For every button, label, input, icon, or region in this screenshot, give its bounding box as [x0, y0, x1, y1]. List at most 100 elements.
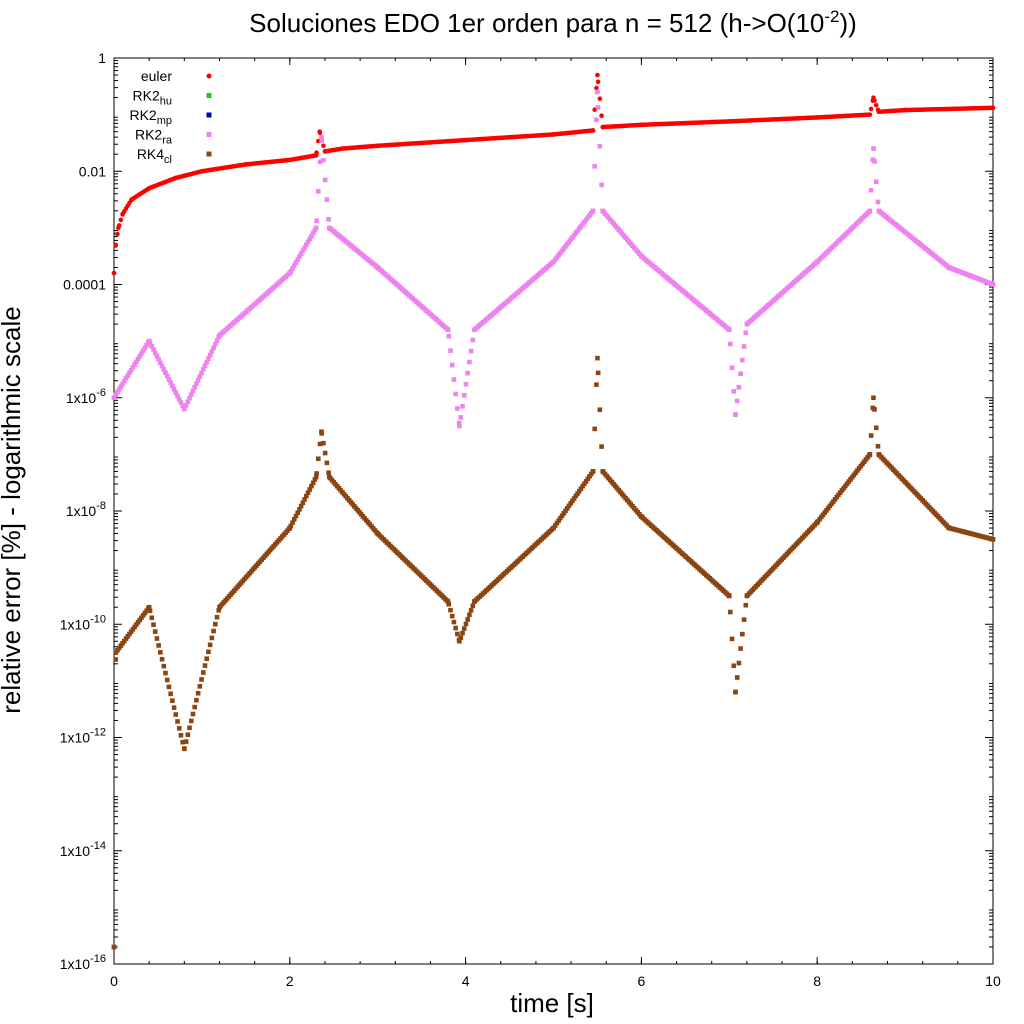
data-point	[871, 395, 876, 401]
data-point	[197, 374, 203, 379]
data-point	[212, 621, 218, 627]
data-point	[290, 520, 295, 525]
data-point	[314, 471, 319, 476]
data-point	[123, 376, 129, 381]
data-point	[445, 599, 451, 604]
data-point	[144, 342, 149, 348]
data-point	[130, 365, 136, 370]
data-point	[182, 406, 187, 412]
data-point	[178, 400, 184, 405]
legend-label-sub: ra	[162, 135, 173, 147]
data-point	[116, 645, 122, 651]
data-point	[195, 690, 201, 696]
data-point	[288, 269, 294, 274]
y-tick-label-text: 0.0001	[63, 277, 106, 293]
legend-marker	[206, 93, 212, 98]
y-tick-label: 1x10-10	[60, 613, 106, 632]
data-point	[139, 351, 144, 356]
y-tick-label-text: 1x10	[60, 730, 91, 746]
legend-marker	[206, 112, 212, 118]
data-point	[154, 636, 160, 641]
data-point	[295, 257, 300, 262]
data-point	[310, 230, 316, 236]
data-point	[132, 362, 137, 367]
y-tick-label-text: 1	[98, 50, 106, 66]
y-tick-label: 1x10-8	[66, 500, 106, 519]
data-point	[194, 381, 199, 387]
data-point	[183, 739, 189, 744]
data-point	[188, 718, 194, 724]
y-tick-label: 0.0001	[63, 277, 106, 293]
data-point	[209, 635, 215, 641]
data-point	[170, 383, 175, 389]
data-point	[168, 380, 173, 385]
data-point	[575, 491, 580, 496]
data-point	[595, 79, 601, 85]
data-point	[552, 523, 558, 528]
data-point	[990, 105, 996, 111]
data-point	[875, 199, 881, 205]
data-point	[127, 370, 132, 376]
data-point	[314, 150, 319, 155]
y-tick-label-exponent: -10	[90, 613, 106, 625]
data-point	[135, 356, 141, 362]
y-tick-label-text: 1x10	[66, 390, 97, 406]
data-point	[134, 622, 139, 627]
data-point	[151, 622, 156, 627]
data-point	[554, 520, 560, 526]
data-point	[163, 370, 168, 376]
data-point	[324, 460, 330, 466]
data-point	[578, 486, 584, 491]
data-point	[461, 626, 467, 631]
data-point	[449, 362, 455, 368]
data-point	[458, 635, 464, 640]
data-point	[734, 398, 740, 404]
data-point	[873, 425, 879, 431]
data-point	[298, 503, 304, 509]
data-point	[448, 348, 453, 353]
data-point	[183, 403, 189, 408]
data-point	[185, 399, 191, 405]
data-point	[168, 691, 173, 697]
data-point	[445, 327, 451, 333]
legend-label-sub: hu	[160, 96, 172, 108]
data-point	[295, 510, 300, 516]
data-point	[137, 353, 143, 359]
data-point	[594, 85, 599, 91]
data-point	[585, 476, 591, 482]
data-point	[115, 647, 120, 653]
data-point	[453, 391, 458, 397]
data-point	[206, 356, 211, 361]
data-point	[592, 426, 598, 432]
data-point	[290, 266, 295, 271]
data-point	[456, 420, 462, 426]
data-point	[293, 260, 299, 265]
x-axis-label: time [s]	[510, 988, 594, 1018]
legend-label-base: RK2	[129, 107, 156, 123]
data-point	[470, 337, 476, 343]
data-point	[317, 441, 323, 447]
data-point	[322, 450, 328, 456]
data-point	[147, 340, 153, 346]
y-tick-label: 0.01	[79, 163, 106, 179]
data-point	[135, 620, 141, 625]
y-tick-label: 1x10-12	[60, 727, 106, 746]
data-point	[872, 98, 877, 103]
legend-label-base: euler	[141, 68, 172, 84]
data-point	[154, 353, 160, 359]
data-point	[178, 732, 184, 738]
data-point	[187, 395, 192, 401]
data-point	[736, 660, 742, 666]
data-point	[582, 481, 587, 487]
data-point	[182, 746, 187, 751]
data-point	[134, 359, 139, 365]
data-point	[171, 705, 177, 710]
data-point	[309, 483, 314, 489]
data-point	[326, 216, 331, 222]
data-point	[868, 106, 874, 112]
data-point	[321, 440, 326, 446]
data-point	[731, 389, 737, 394]
data-point	[305, 239, 311, 245]
data-point	[734, 675, 740, 680]
